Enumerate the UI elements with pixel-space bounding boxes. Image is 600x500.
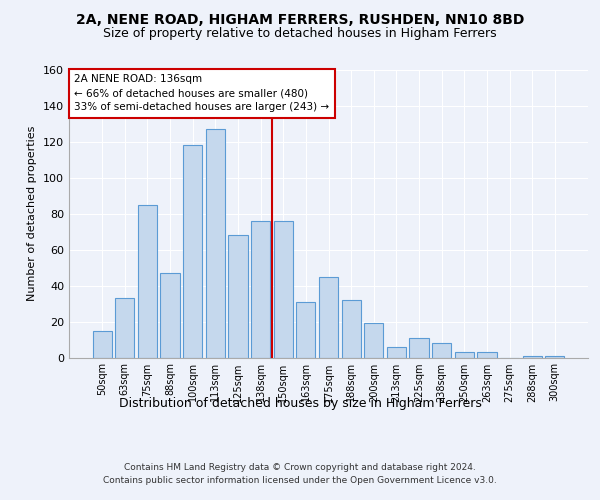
Bar	[364, 324, 383, 358]
Text: Size of property relative to detached houses in Higham Ferrers: Size of property relative to detached ho…	[103, 28, 497, 40]
Bar	[92, 330, 112, 357]
Bar	[183, 146, 202, 358]
Bar	[160, 273, 180, 357]
Text: 2A NENE ROAD: 136sqm
← 66% of detached houses are smaller (480)
33% of semi-deta: 2A NENE ROAD: 136sqm ← 66% of detached h…	[74, 74, 329, 112]
Bar	[545, 356, 565, 358]
Bar	[251, 221, 270, 358]
Bar	[455, 352, 474, 358]
Bar	[115, 298, 134, 358]
Bar	[296, 302, 316, 358]
Text: Distribution of detached houses by size in Higham Ferrers: Distribution of detached houses by size …	[119, 398, 481, 410]
Bar	[319, 276, 338, 357]
Y-axis label: Number of detached properties: Number of detached properties	[28, 126, 37, 302]
Text: Contains HM Land Registry data © Crown copyright and database right 2024.: Contains HM Land Registry data © Crown c…	[124, 462, 476, 471]
Bar	[274, 221, 293, 358]
Bar	[409, 338, 428, 357]
Bar	[387, 346, 406, 358]
Bar	[229, 236, 248, 358]
Text: Contains public sector information licensed under the Open Government Licence v3: Contains public sector information licen…	[103, 476, 497, 485]
Bar	[138, 205, 157, 358]
Bar	[206, 130, 225, 358]
Bar	[432, 343, 451, 357]
Bar	[523, 356, 542, 358]
Text: 2A, NENE ROAD, HIGHAM FERRERS, RUSHDEN, NN10 8BD: 2A, NENE ROAD, HIGHAM FERRERS, RUSHDEN, …	[76, 12, 524, 26]
Bar	[341, 300, 361, 358]
Bar	[477, 352, 497, 358]
